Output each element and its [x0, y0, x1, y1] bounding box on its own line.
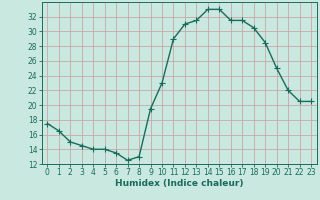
- X-axis label: Humidex (Indice chaleur): Humidex (Indice chaleur): [115, 179, 244, 188]
